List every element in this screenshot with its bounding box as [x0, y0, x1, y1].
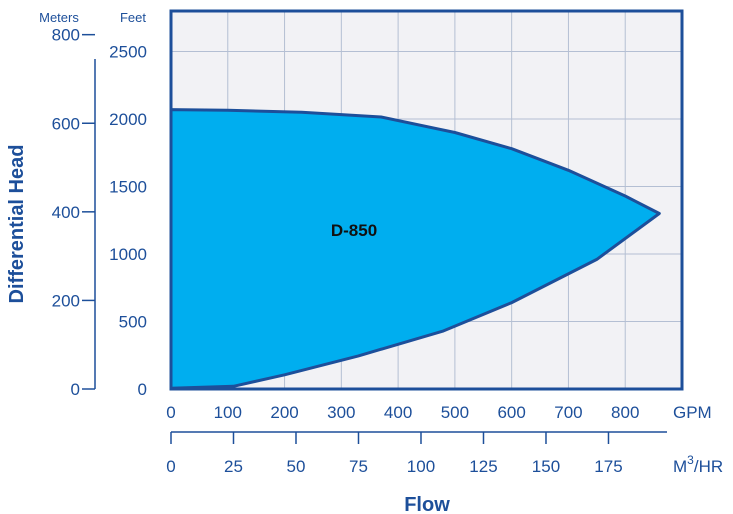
gpm-tick-label: 800 [611, 403, 639, 422]
gpm-axis-ticks: 0 100 200 300 400 500 600 700 800 [166, 403, 639, 422]
feet-tick-label: 1500 [109, 178, 147, 197]
feet-axis-ticks: 0 500 1000 1500 2000 2500 [109, 43, 147, 400]
region-label: D-850 [331, 221, 377, 240]
gpm-tick-label: 600 [497, 403, 525, 422]
feet-tick-label: 1000 [109, 245, 147, 264]
m3hr-tick-label: 25 [224, 457, 243, 476]
gpm-tick-label: 100 [214, 403, 242, 422]
y-axis-title: Differential Head [6, 145, 28, 304]
m3hr-tick-label: 75 [349, 457, 368, 476]
meters-axis-ticks: 0 200 400 600 800 [52, 26, 95, 399]
meters-tick-label: 600 [52, 114, 80, 133]
m3hr-axis-unit: M3/HR [673, 453, 723, 476]
d-850-performance-envelope [169, 108, 661, 390]
m3hr-tick-label: 100 [407, 457, 435, 476]
plot-frame [169, 9, 684, 391]
gpm-tick-label: 500 [441, 403, 469, 422]
m3hr-tick-label: 50 [287, 457, 306, 476]
gpm-tick-label: 200 [270, 403, 298, 422]
feet-tick-label: 0 [138, 380, 147, 399]
gpm-tick-label: 400 [384, 403, 412, 422]
feet-tick-label: 2000 [109, 110, 147, 129]
meters-axis-unit: Meters [39, 10, 79, 25]
m3hr-tick-label: 175 [594, 457, 622, 476]
gpm-tick-label: 0 [166, 403, 175, 422]
meters-tick-label: 0 [71, 380, 80, 399]
meters-tick-label: 200 [52, 291, 80, 310]
gpm-axis-unit: GPM [673, 403, 712, 422]
meters-tick-label: 800 [52, 26, 80, 45]
feet-tick-label: 500 [119, 313, 147, 332]
m3hr-tick-label: 150 [532, 457, 560, 476]
feet-tick-label: 2500 [109, 43, 147, 62]
gpm-tick-label: 700 [554, 403, 582, 422]
meters-tick-label: 400 [52, 203, 80, 222]
x-axis-title: Flow [404, 494, 450, 514]
gpm-tick-label: 300 [327, 403, 355, 422]
m3hr-tick-label: 0 [166, 457, 175, 476]
m3hr-tick-label: 125 [469, 457, 497, 476]
m3hr-axis-ticks: 0 25 50 75 100 125 150 175 [166, 432, 623, 476]
feet-axis-unit: Feet [120, 10, 146, 25]
